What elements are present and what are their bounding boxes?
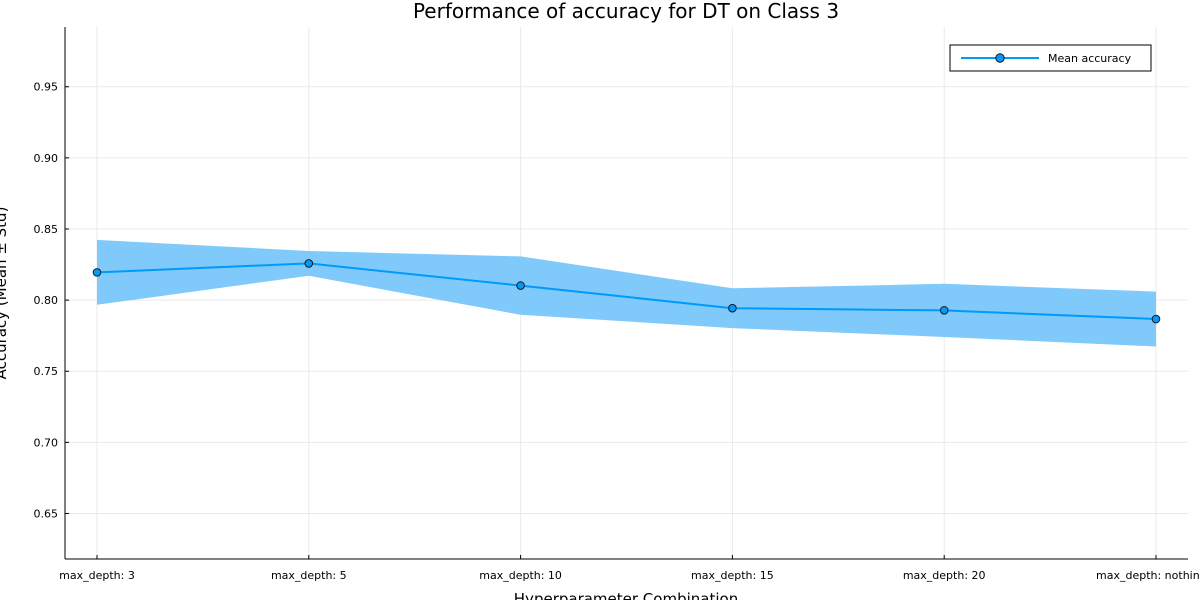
y-axis-label: Accuracy (Mean ± Std) xyxy=(0,207,10,380)
legend-label: Mean accuracy xyxy=(1048,52,1132,65)
x-tick-label: max_depth: 5 xyxy=(271,569,347,582)
data-point xyxy=(939,306,949,315)
chart-title: Performance of accuracy for DT on Class … xyxy=(413,0,839,23)
y-tick-label: 0.65 xyxy=(34,507,59,520)
y-tick-label: 0.90 xyxy=(34,152,59,165)
y-ticks: 0.65 0.70 0.75 0.80 0.85 0.90 0.95 xyxy=(34,81,69,520)
data-points xyxy=(92,259,1161,324)
x-tick-label: max_depth: 10 xyxy=(479,569,562,582)
y-tick-label: 0.75 xyxy=(34,365,59,378)
x-tick-label: max_depth: 3 xyxy=(59,569,135,582)
mean-accuracy-line xyxy=(96,262,1157,320)
y-tick-label: 0.80 xyxy=(34,294,59,307)
data-point xyxy=(1151,314,1161,324)
std-band xyxy=(97,239,1156,347)
x-axis-label: Hyperparameter Combination xyxy=(514,590,738,600)
data-point xyxy=(516,281,525,290)
legend: Mean accuracy xyxy=(949,44,1152,72)
x-tick-label: max_depth: nothing xyxy=(1096,569,1200,582)
x-tick-label: max_depth: 15 xyxy=(691,569,774,582)
y-tick-label: 0.95 xyxy=(34,81,59,94)
legend-marker xyxy=(995,53,1005,63)
data-point xyxy=(304,259,314,268)
data-point xyxy=(92,268,102,277)
data-point xyxy=(728,303,737,313)
y-tick-label: 0.85 xyxy=(34,223,59,236)
x-tick-label: max_depth: 20 xyxy=(903,569,986,582)
x-ticks: max_depth: 3 max_depth: 5 max_depth: 10 max… xyxy=(59,555,1200,582)
y-tick-label: 0.70 xyxy=(34,436,59,449)
